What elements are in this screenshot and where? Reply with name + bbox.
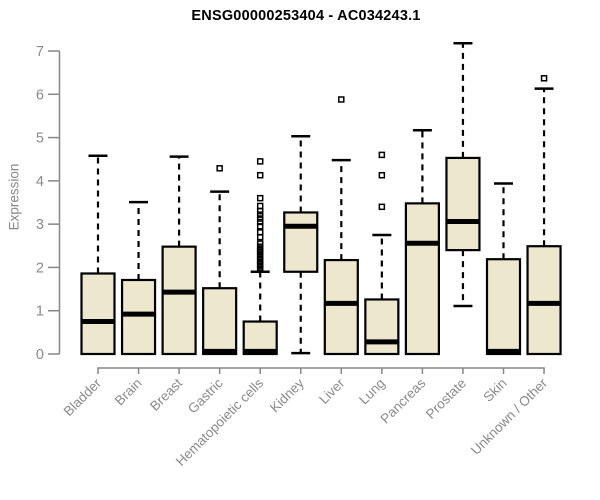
box-bladder: [80, 272, 116, 356]
y-axis-tick-label: 2: [36, 260, 44, 276]
outlier-hematopoietic-cells-24: [256, 171, 264, 179]
x-tick-label-breast: Breast: [147, 375, 185, 413]
x-tick-label-lung: Lung: [356, 376, 388, 408]
outlier-hematopoietic-cells-14: [256, 240, 264, 247]
outlier-lung-0: [378, 203, 386, 211]
outlier-hematopoietic-cells-18: [256, 218, 264, 226]
outlier-hematopoietic-cells-25: [256, 158, 264, 165]
box-hematopoietic-cells: [242, 320, 278, 356]
outlier-lung-1: [378, 171, 386, 179]
outlier-lung-2: [378, 151, 386, 159]
y-axis-tick-label: 0: [36, 347, 44, 363]
box-prostate: [445, 156, 481, 252]
y-axis-tick-label: 7: [36, 44, 44, 60]
outlier-gastric-0: [216, 165, 223, 172]
outlier-hematopoietic-cells-22: [256, 202, 264, 210]
outlier-liver-0: [338, 96, 345, 103]
x-tick-label-prostate: Prostate: [423, 376, 469, 422]
outlier-hematopoietic-cells-23: [256, 194, 264, 202]
x-tick-label-bladder: Bladder: [61, 375, 105, 419]
outlier-hematopoietic-cells-16: [256, 229, 264, 236]
box-pancreas: [404, 202, 440, 356]
x-tick-label-liver: Liver: [316, 375, 348, 407]
outlier-unknown-other-0: [540, 75, 548, 82]
outlier-hematopoietic-cells-20: [256, 211, 264, 218]
y-axis-tick-label: 1: [36, 304, 44, 320]
y-axis-tick-label: 3: [36, 217, 44, 233]
box-skin: [485, 258, 522, 356]
box-unknown-other: [526, 245, 562, 356]
box-liver: [323, 258, 359, 356]
x-tick-label-kidney: Kidney: [267, 375, 307, 415]
box-breast: [161, 245, 197, 356]
chart-title: ENSG00000253404 - AC034243.1: [191, 8, 421, 24]
outlier-hematopoietic-cells-19: [256, 215, 264, 222]
y-axis-tick-label: 5: [36, 131, 44, 147]
outlier-hematopoietic-cells-21: [256, 207, 264, 215]
x-tick-label-unknown-other: Unknown / Other: [468, 375, 551, 458]
box-kidney: [283, 211, 319, 273]
x-tick-label-skin: Skin: [480, 376, 509, 405]
y-axis-tick-label: 6: [36, 87, 44, 103]
y-axis-tick-label: 4: [36, 174, 44, 190]
box-brain: [120, 278, 157, 356]
x-tick-label-pancreas: Pancreas: [378, 375, 429, 426]
box-lung: [364, 298, 400, 356]
box-gastric: [202, 287, 238, 356]
x-tick-label-brain: Brain: [112, 376, 145, 409]
